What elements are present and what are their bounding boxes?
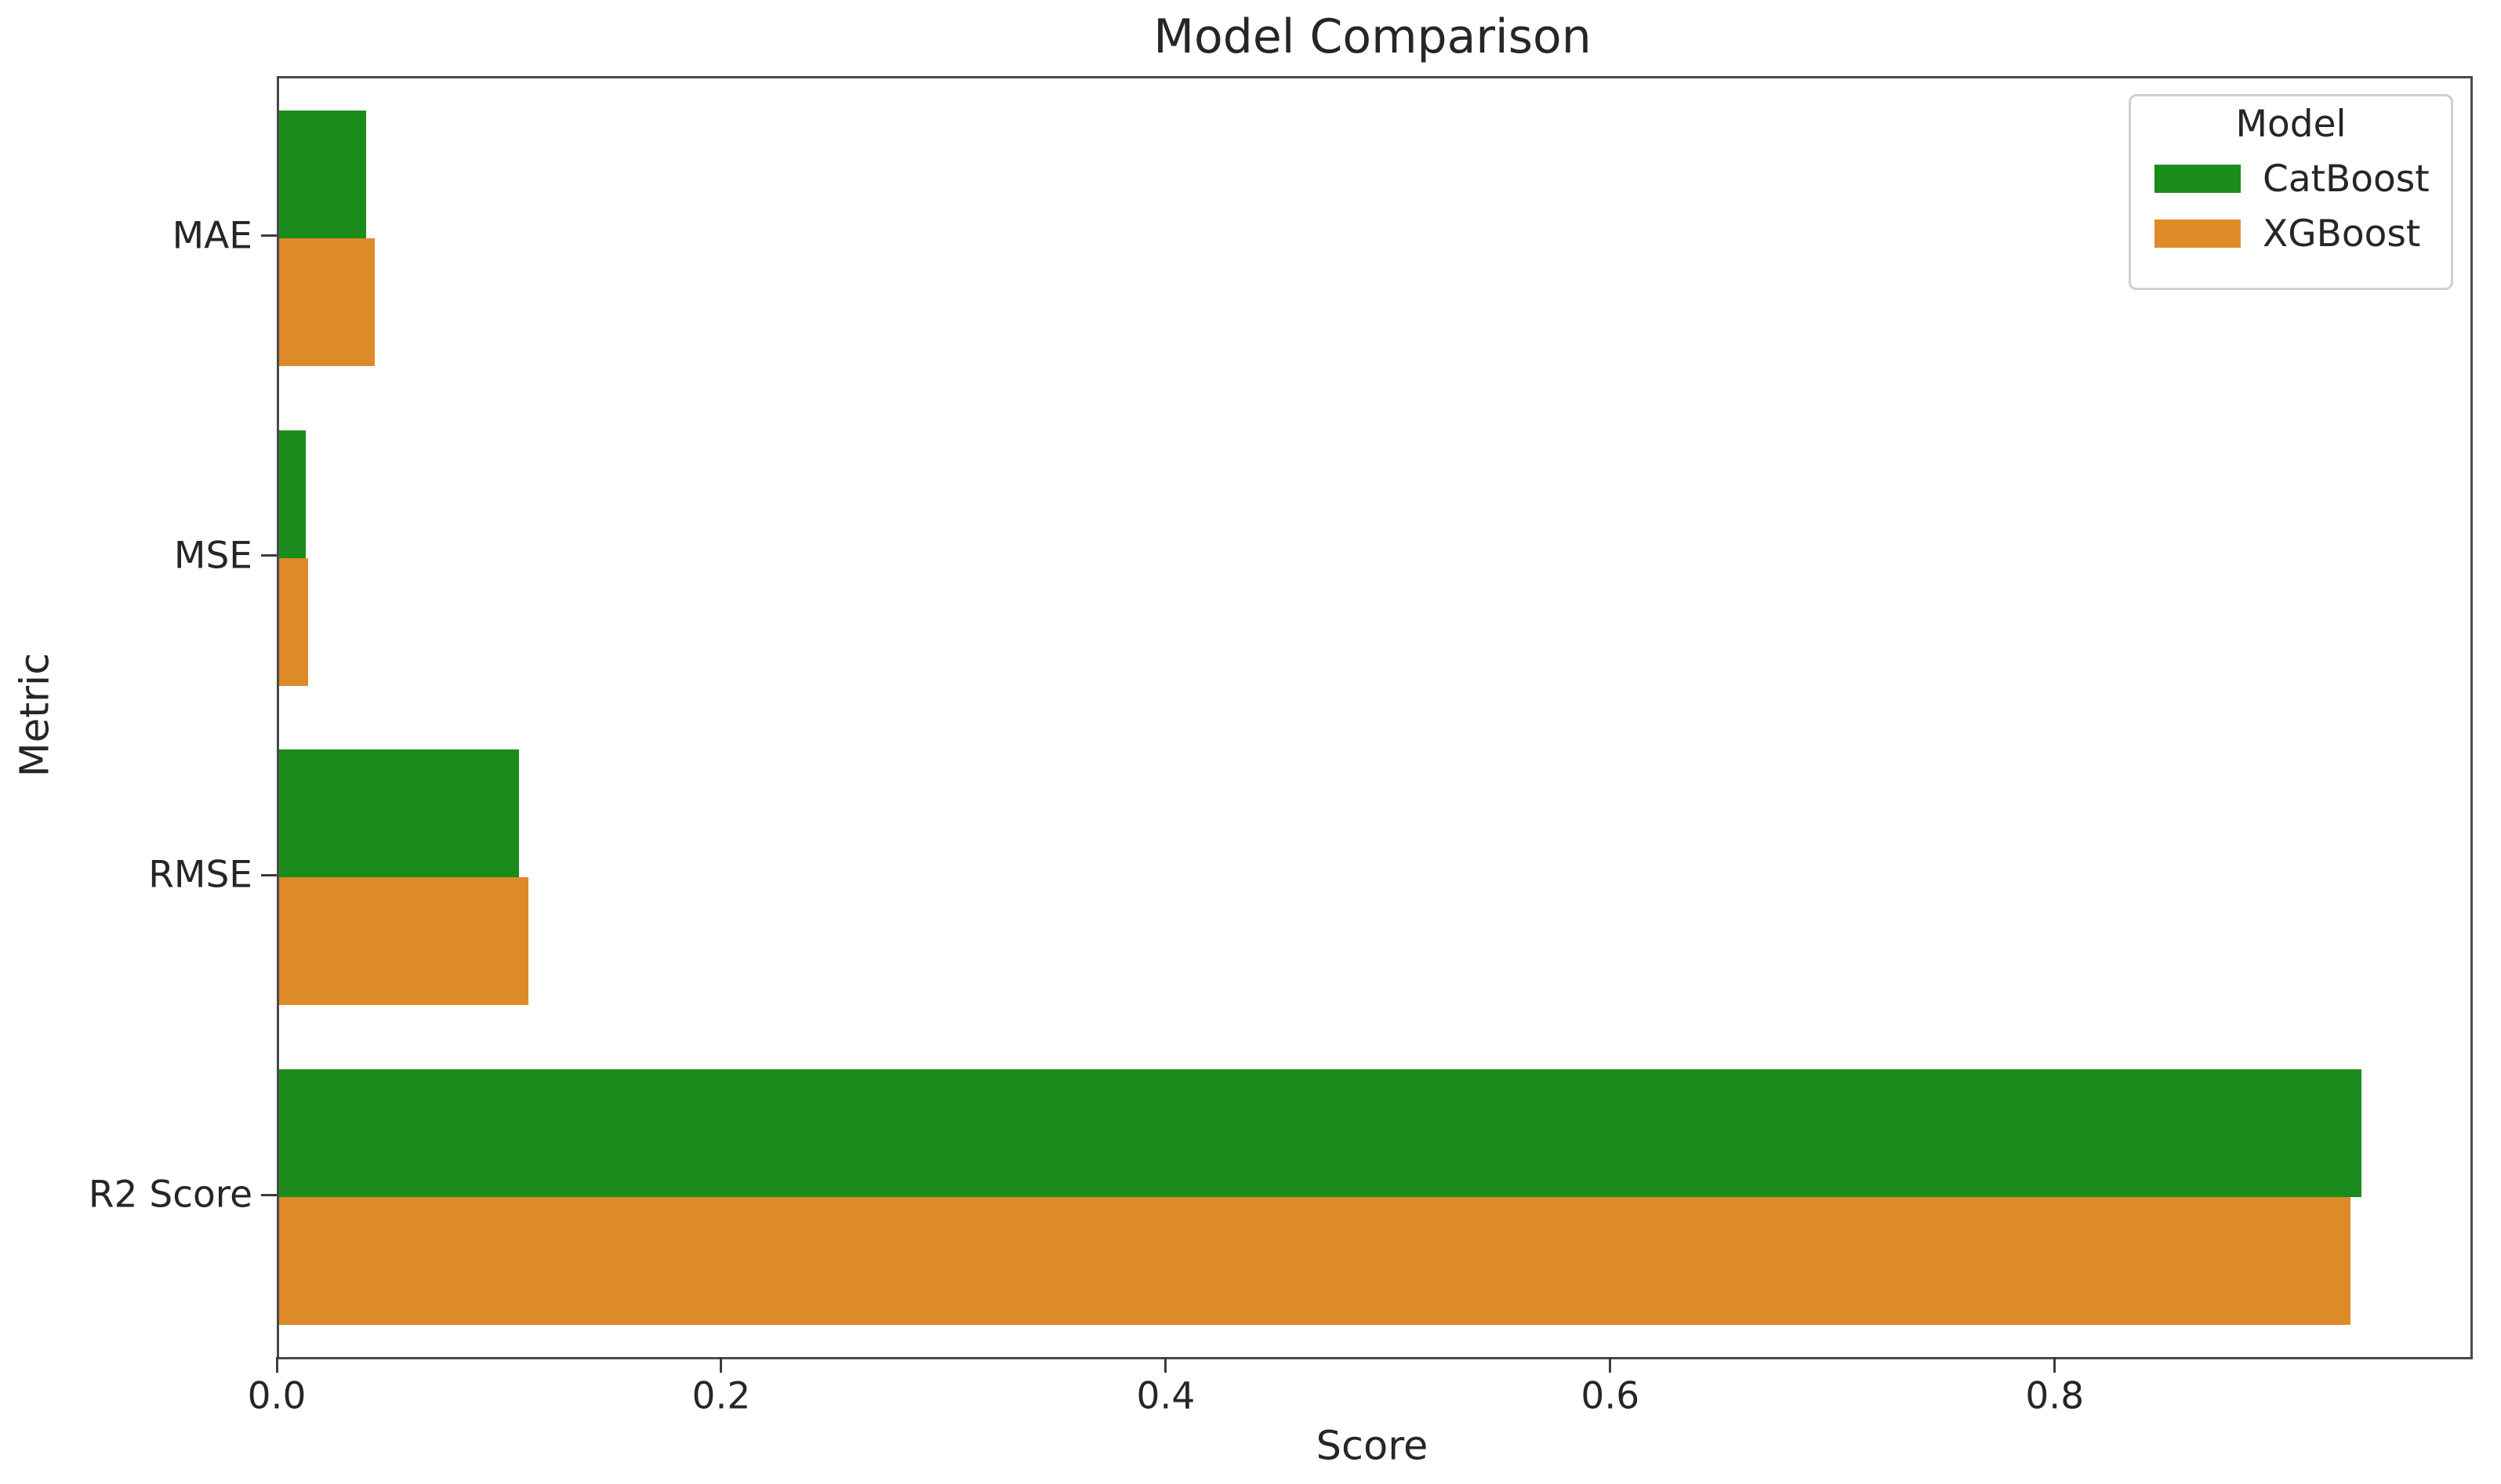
x-tick-label-0.0: 0.0 — [247, 1374, 307, 1418]
x-tick-mark-0.6 — [1609, 1357, 1612, 1373]
legend-swatch-catboost — [2154, 165, 2241, 193]
y-tick-mark-mse — [261, 554, 277, 557]
bar-xgboost-mse — [279, 557, 308, 686]
x-tick-mark-0.4 — [1164, 1357, 1167, 1373]
legend-title: Model — [2235, 103, 2347, 146]
y-tick-label-mse: MSE — [173, 534, 252, 578]
bar-catboost-mae — [279, 110, 366, 238]
bar-xgboost-mae — [279, 238, 375, 366]
x-tick-mark-0.2 — [720, 1357, 723, 1373]
x-tick-mark-0.0 — [275, 1357, 278, 1373]
y-axis-label: Metric — [12, 652, 59, 778]
chart-title: Model Comparison — [1153, 9, 1592, 64]
legend-row-xgboost: XGBoost — [2131, 206, 2451, 261]
bar-catboost-r2-score — [279, 1069, 2362, 1198]
y-tick-label-rmse: RMSE — [148, 853, 252, 897]
plot-area — [277, 76, 2473, 1359]
bar-xgboost-rmse — [279, 877, 528, 1006]
legend-row-catboost: CatBoost — [2131, 151, 2451, 206]
y-tick-label-r2-score: R2 Score — [88, 1173, 252, 1217]
legend: Model CatBoost XGBoost — [2129, 94, 2453, 290]
bar-catboost-rmse — [279, 749, 520, 878]
y-tick-mark-r2-score — [261, 1193, 277, 1196]
y-tick-label-mae: MAE — [172, 214, 252, 258]
y-tick-mark-mae — [261, 234, 277, 238]
x-tick-mark-0.8 — [2053, 1357, 2056, 1373]
x-tick-label-0.8: 0.8 — [2025, 1374, 2085, 1418]
bar-catboost-mse — [279, 430, 306, 558]
x-axis-label: Score — [1316, 1423, 1428, 1470]
x-tick-label-0.6: 0.6 — [1581, 1374, 1640, 1418]
legend-swatch-xgboost — [2154, 220, 2241, 248]
x-tick-label-0.4: 0.4 — [1136, 1374, 1196, 1418]
y-tick-mark-rmse — [261, 873, 277, 876]
bar-xgboost-r2-score — [279, 1197, 2350, 1326]
legend-label-catboost: CatBoost — [2263, 157, 2430, 201]
legend-label-xgboost: XGBoost — [2263, 212, 2421, 256]
x-tick-label-0.2: 0.2 — [691, 1374, 751, 1418]
